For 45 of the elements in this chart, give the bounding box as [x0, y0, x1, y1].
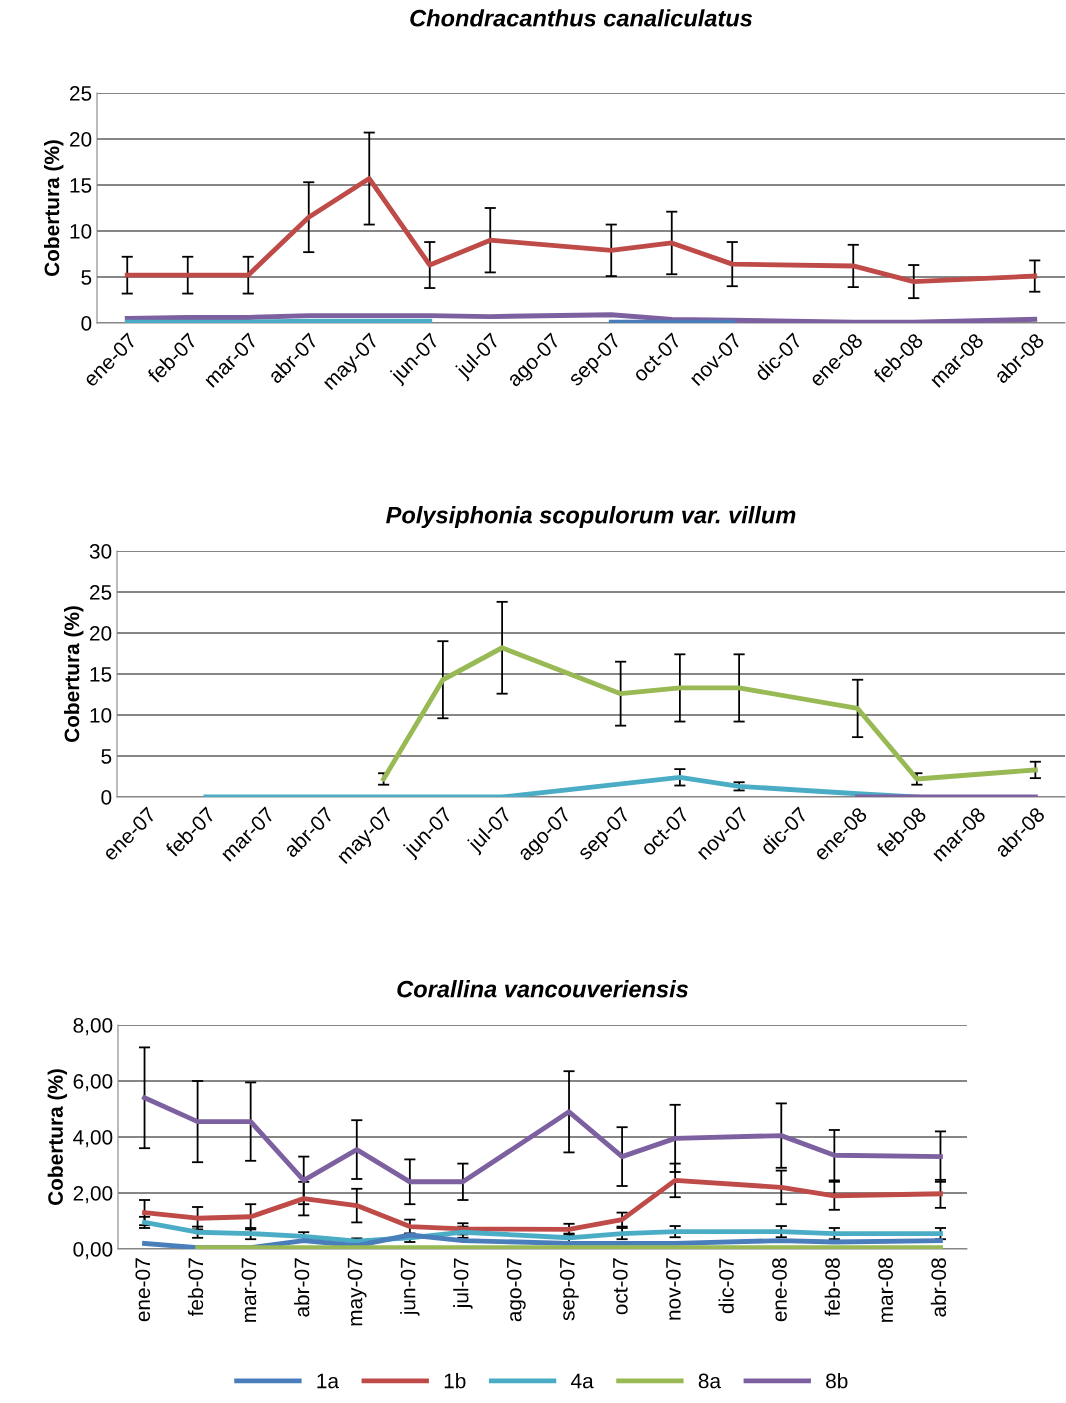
y-tick-label: 20	[70, 132, 92, 147]
x-tick-label: dic-07	[718, 1258, 734, 1314]
y-axis-title: Cobertura (%)	[47, 1069, 68, 1206]
y-tick-label: 25	[90, 585, 112, 600]
x-tick-label: feb-07	[187, 1258, 204, 1317]
y-tick-label: 15	[90, 667, 112, 682]
legend-label: 8a	[698, 1373, 722, 1389]
legend-label: 4a	[570, 1373, 594, 1389]
y-tick-label: 0,00	[73, 1242, 113, 1260]
x-tick-label: mar-07	[241, 1258, 257, 1322]
x-tick-label: oct-07	[612, 1258, 628, 1315]
legend-label: 1b	[444, 1373, 466, 1389]
x-tick-label: sep-07	[559, 1258, 579, 1321]
y-tick-label: 8,00	[73, 1018, 113, 1036]
y-tick-label: 5	[101, 749, 112, 764]
x-tick-label: feb-08	[824, 1258, 840, 1317]
x-tick-label: jun-07	[400, 1258, 420, 1316]
y-tick-label: 0	[101, 790, 112, 805]
y-tick-label: 6,00	[73, 1074, 113, 1092]
x-tick-label: nov-07	[666, 1258, 681, 1320]
y-tick-label: 15	[70, 178, 92, 193]
y-tick-label: 30	[89, 544, 112, 559]
y-tick-label: 25	[70, 86, 92, 101]
x-tick-label: jul-07	[453, 1258, 473, 1309]
legend-label: 8b	[826, 1373, 848, 1389]
y-tick-label: 10	[90, 708, 112, 723]
y-tick-label: 2,00	[73, 1186, 113, 1204]
y-tick-label: 5	[81, 270, 92, 285]
chart-title: Chondracanthus canaliculatus	[410, 9, 753, 27]
chart-title: Corallina vancouveriensis	[397, 980, 689, 998]
x-tick-label: abr-07	[294, 1258, 310, 1317]
chart-title: Polysiphonia scopulorum var. villum	[386, 506, 796, 529]
y-tick-label: 4,00	[73, 1130, 113, 1148]
y-axis-title: Cobertura (%)	[63, 606, 84, 743]
y-tick-label: 20	[90, 626, 112, 641]
x-tick-label: may-07	[347, 1258, 367, 1326]
x-tick-label: mar-08	[878, 1258, 893, 1322]
x-tick-label: ene-08	[772, 1258, 787, 1322]
legend-label: 1a	[317, 1373, 339, 1389]
y-axis-title: Cobertura (%)	[43, 140, 64, 277]
y-tick-label: 0	[81, 316, 92, 331]
x-tick-label: ago-07	[506, 1258, 526, 1322]
x-tick-label: ene-07	[135, 1258, 151, 1322]
y-tick-label: 10	[70, 224, 92, 239]
x-tick-label: abr-08	[930, 1258, 947, 1317]
